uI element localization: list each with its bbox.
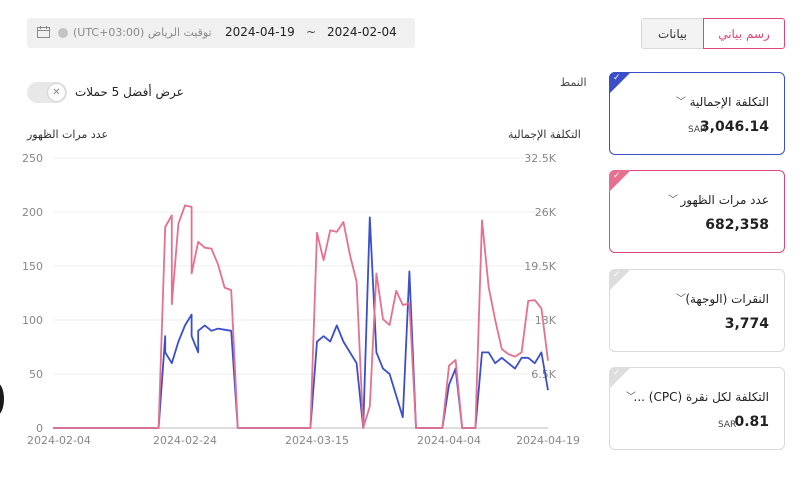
left-axis-title: عدد مرات الظهور <box>27 128 109 141</box>
chevron-down-icon[interactable]: ﹀ <box>676 294 686 305</box>
info-icon[interactable] <box>58 28 68 38</box>
timezone-label: (UTC+03:00) توقيت الرياض <box>73 26 212 39</box>
left-tick-label: 200 <box>22 206 43 219</box>
left-tick-label: 150 <box>22 260 43 273</box>
series-line-right <box>53 204 549 429</box>
unselected-corner <box>609 367 631 389</box>
toggle-label: عرض أفضل 5 حملات <box>75 85 184 99</box>
left-tick-label: 250 <box>22 152 43 165</box>
check-icon: ✓ <box>613 368 621 378</box>
left-tick-label: 100 <box>22 314 43 327</box>
x-tick-label: 2024-02-04 <box>27 434 91 447</box>
metric-value: 0.81 <box>734 414 769 430</box>
right-tick-label: 32.5K <box>524 152 556 165</box>
chevron-down-icon[interactable]: ﹀ <box>668 195 678 206</box>
unselected-corner <box>609 269 631 291</box>
currency-label: SAR <box>688 125 707 135</box>
tab-chart[interactable]: رسم بياني <box>703 18 785 49</box>
top-campaigns-toggle[interactable]: ✕ <box>27 82 67 103</box>
currency-label: SAR <box>718 420 737 430</box>
side-handle[interactable] <box>0 383 4 415</box>
right-tick-label: 19.5K <box>524 260 556 273</box>
metric-label: التكلفة لكل نقرة (CPC) ... <box>633 390 769 404</box>
metric-value: 682,358 <box>705 217 769 233</box>
left-tick-label: 50 <box>29 368 43 381</box>
metric-card-cpc[interactable]: ✓ التكلفة لكل نقرة (CPC) ... ﹀ 0.81 SAR <box>609 367 785 450</box>
left-tick-label: 0 <box>36 422 43 435</box>
date-end[interactable]: 2024-02-04 <box>327 25 397 39</box>
date-start[interactable]: 2024-04-19 <box>225 25 295 39</box>
metric-value: 3,774 <box>724 316 769 332</box>
metric-label: التكلفة الإجمالية <box>689 95 769 109</box>
metric-label: عدد مرات الظهور <box>680 193 769 207</box>
tab-data[interactable]: بيانات <box>641 18 703 49</box>
metric-value: 3,046.14 <box>699 119 769 135</box>
chevron-down-icon[interactable]: ﹀ <box>676 97 686 108</box>
x-tick-label: 2024-02-24 <box>153 434 217 447</box>
right-tick-label: 26K <box>535 206 557 219</box>
date-separator: ~ <box>306 25 317 39</box>
pattern-label: النمط <box>560 76 587 89</box>
x-tick-label: 2024-04-04 <box>417 434 481 447</box>
check-icon: ✓ <box>613 270 621 280</box>
series-line-left <box>53 216 549 429</box>
calendar-icon <box>37 26 50 38</box>
chevron-down-icon[interactable]: ﹀ <box>626 392 636 403</box>
metric-card-impressions[interactable]: ✓ عدد مرات الظهور ﹀ 682,358 <box>609 170 785 253</box>
metric-card-clicks[interactable]: ✓ النقرات (الوجهة) ﹀ 3,774 <box>609 269 785 352</box>
close-icon: ✕ <box>48 84 65 101</box>
check-icon: ✓ <box>613 171 621 181</box>
metric-label: النقرات (الوجهة) <box>685 292 769 306</box>
x-tick-label: 2024-03-15 <box>285 434 349 447</box>
x-tick-label: 2024-04-19 <box>516 434 580 447</box>
right-tick-label: 13K <box>535 314 557 327</box>
check-icon: ✓ <box>613 73 621 83</box>
right-tick-label: 6.5K <box>531 368 556 381</box>
selected-corner <box>609 72 631 94</box>
right-axis-title: التكلفة الإجمالية <box>508 128 581 141</box>
selected-corner <box>609 170 631 192</box>
date-range-picker[interactable]: (UTC+03:00) توقيت الرياض 2024-04-19 ~ 20… <box>27 18 415 48</box>
metric-card-total-cost[interactable]: ✓ التكلفة الإجمالية ﹀ 3,046.14 SAR <box>609 72 785 155</box>
view-switch: بيانات رسم بياني <box>641 18 785 49</box>
